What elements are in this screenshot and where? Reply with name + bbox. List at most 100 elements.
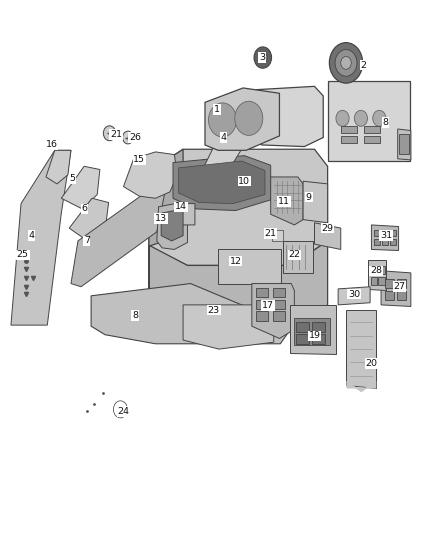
Bar xyxy=(296,334,309,344)
Bar xyxy=(382,239,388,245)
Bar xyxy=(397,279,406,288)
Text: 29: 29 xyxy=(321,224,334,232)
Text: 4: 4 xyxy=(220,133,226,142)
Text: 21: 21 xyxy=(110,130,122,139)
Polygon shape xyxy=(371,225,399,251)
Text: 23: 23 xyxy=(208,306,220,314)
Circle shape xyxy=(373,110,386,126)
Bar xyxy=(382,230,388,236)
Polygon shape xyxy=(314,223,341,249)
Polygon shape xyxy=(179,161,265,204)
Polygon shape xyxy=(71,188,166,287)
Bar xyxy=(341,126,357,133)
Circle shape xyxy=(335,50,357,76)
Text: 7: 7 xyxy=(84,237,90,245)
Bar xyxy=(378,277,385,285)
Circle shape xyxy=(235,101,263,135)
Polygon shape xyxy=(252,284,294,338)
Bar xyxy=(364,136,380,143)
Polygon shape xyxy=(11,150,71,325)
Text: 28: 28 xyxy=(370,266,382,275)
Text: 31: 31 xyxy=(380,231,392,240)
Text: 20: 20 xyxy=(365,359,378,368)
Polygon shape xyxy=(182,204,195,225)
Circle shape xyxy=(336,110,349,126)
Text: 15: 15 xyxy=(133,156,145,164)
Polygon shape xyxy=(149,149,183,309)
Text: 8: 8 xyxy=(132,311,138,320)
Bar xyxy=(296,322,309,332)
Bar xyxy=(374,230,380,236)
Text: 19: 19 xyxy=(308,332,321,340)
Text: 16: 16 xyxy=(46,141,58,149)
Bar xyxy=(390,230,396,236)
Circle shape xyxy=(341,56,351,69)
Bar xyxy=(273,300,285,309)
Polygon shape xyxy=(368,260,386,290)
Bar xyxy=(399,134,409,154)
Circle shape xyxy=(258,52,267,63)
Bar xyxy=(273,311,285,321)
Circle shape xyxy=(329,43,363,83)
Text: 25: 25 xyxy=(17,251,29,259)
Polygon shape xyxy=(240,86,323,147)
Bar xyxy=(385,291,394,300)
Bar xyxy=(256,288,268,297)
Polygon shape xyxy=(398,129,411,160)
Polygon shape xyxy=(218,249,281,284)
Polygon shape xyxy=(271,177,303,225)
Polygon shape xyxy=(157,203,187,249)
Circle shape xyxy=(123,131,133,144)
Bar xyxy=(273,288,285,297)
Text: 17: 17 xyxy=(262,301,274,310)
Circle shape xyxy=(103,126,116,141)
Text: 11: 11 xyxy=(278,197,290,206)
Polygon shape xyxy=(61,166,100,209)
Text: 21: 21 xyxy=(265,229,277,238)
Text: 13: 13 xyxy=(155,214,167,223)
Polygon shape xyxy=(328,81,410,161)
Polygon shape xyxy=(338,287,370,305)
Circle shape xyxy=(354,110,367,126)
Text: 2: 2 xyxy=(360,61,367,69)
Bar xyxy=(390,239,396,245)
Text: 1: 1 xyxy=(214,105,220,114)
Polygon shape xyxy=(149,241,328,326)
Polygon shape xyxy=(91,284,293,344)
Text: 8: 8 xyxy=(382,118,389,127)
Text: 10: 10 xyxy=(238,177,251,185)
Text: 9: 9 xyxy=(306,193,312,201)
Text: 26: 26 xyxy=(129,133,141,142)
Text: 6: 6 xyxy=(81,205,88,213)
Text: 30: 30 xyxy=(348,290,360,298)
Polygon shape xyxy=(173,156,271,211)
Polygon shape xyxy=(69,198,109,243)
Text: 22: 22 xyxy=(288,251,300,259)
Polygon shape xyxy=(205,88,279,150)
Polygon shape xyxy=(272,230,283,241)
Text: 14: 14 xyxy=(175,203,187,211)
Circle shape xyxy=(208,103,237,137)
Polygon shape xyxy=(346,310,376,388)
Polygon shape xyxy=(46,150,71,184)
Polygon shape xyxy=(303,181,328,223)
Bar xyxy=(256,300,268,309)
Bar xyxy=(371,266,377,274)
Polygon shape xyxy=(283,241,313,273)
Bar xyxy=(378,266,385,274)
Polygon shape xyxy=(161,209,183,241)
Text: 12: 12 xyxy=(230,257,242,265)
Bar xyxy=(371,277,377,285)
Polygon shape xyxy=(381,271,411,306)
Polygon shape xyxy=(347,381,376,392)
Bar xyxy=(312,334,325,344)
Bar xyxy=(364,126,380,133)
Bar xyxy=(256,311,268,321)
Bar xyxy=(294,318,330,345)
Polygon shape xyxy=(196,129,241,188)
Bar xyxy=(312,322,325,332)
Circle shape xyxy=(254,47,272,68)
Bar xyxy=(374,239,380,245)
Polygon shape xyxy=(149,149,328,265)
Text: 24: 24 xyxy=(117,407,130,416)
